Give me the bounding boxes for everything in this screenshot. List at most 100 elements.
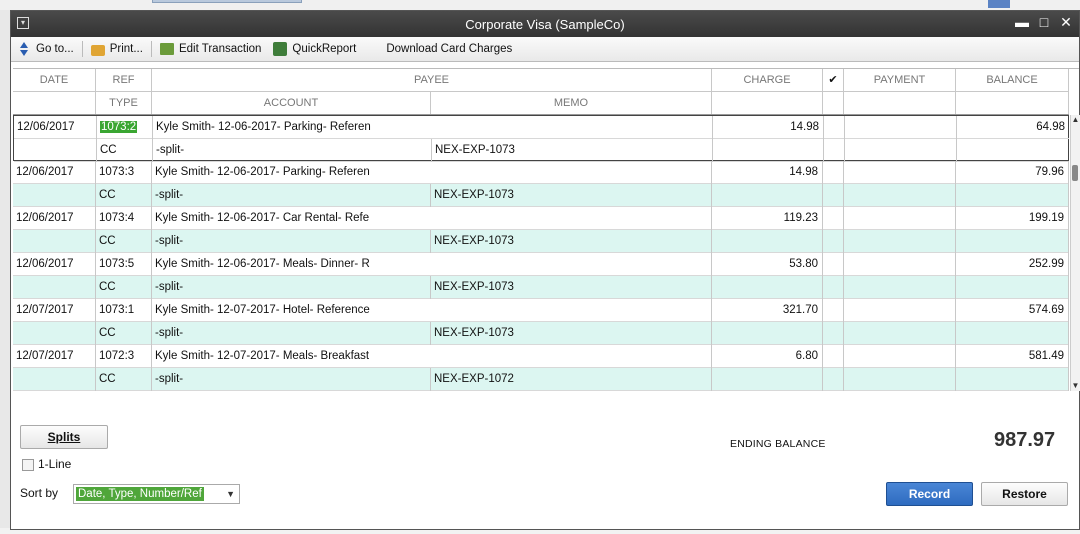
window-menu-icon[interactable]: ▾	[17, 17, 29, 29]
report-icon	[273, 42, 288, 56]
print-button[interactable]: Print...	[85, 38, 149, 60]
account-cell[interactable]: -split-	[152, 322, 431, 345]
scroll-thumb[interactable]	[1072, 165, 1078, 181]
col-date[interactable]: DATE	[13, 69, 96, 91]
transaction-row[interactable]: 12/06/2017 1073:5 Kyle Smith- 12-06-2017…	[13, 253, 1069, 299]
splits-button[interactable]: Splits	[20, 425, 108, 449]
sort-by-select[interactable]: Date, Type, Number/Ref ▼	[73, 484, 240, 504]
record-button[interactable]: Record	[886, 482, 973, 506]
cleared-cell[interactable]	[823, 161, 844, 184]
memo-cell[interactable]: NEX-EXP-1073	[431, 322, 712, 345]
one-line-label[interactable]: 1-Line	[38, 457, 72, 471]
download-card-charges-button[interactable]: Download Card Charges	[380, 38, 518, 60]
col-type[interactable]: TYPE	[96, 92, 152, 114]
window-title: Corporate Visa (SampleCo)	[465, 17, 625, 32]
payment-cell[interactable]	[845, 116, 957, 139]
scroll-down-icon[interactable]: ▼	[1071, 381, 1080, 390]
transaction-row[interactable]: 12/07/2017 1073:1 Kyle Smith- 12-07-2017…	[13, 299, 1069, 345]
col-memo[interactable]: MEMO	[431, 92, 712, 114]
vertical-scrollbar[interactable]: ▲ ▼	[1070, 115, 1080, 391]
payee-cell[interactable]: Kyle Smith- 12-06-2017- Meals- Dinner- R	[152, 253, 712, 276]
charge-cell[interactable]: 321.70	[712, 299, 823, 322]
cleared-cell[interactable]	[823, 253, 844, 276]
ref-cell[interactable]: 1072:3	[96, 345, 152, 368]
charge-cell[interactable]: 14.98	[712, 161, 823, 184]
memo-cell[interactable]: NEX-EXP-1073	[431, 230, 712, 253]
cleared-cell[interactable]	[823, 207, 844, 230]
memo-cell[interactable]: NEX-EXP-1073	[431, 184, 712, 207]
restore-button[interactable]: Restore	[981, 482, 1068, 506]
ref-cell[interactable]: 1073:3	[96, 161, 152, 184]
transaction-row[interactable]: 12/06/2017 1073:2 Kyle Smith- 12-06-2017…	[13, 115, 1069, 162]
col-balance[interactable]: BALANCE	[956, 69, 1069, 91]
maximize-icon[interactable]: □	[1039, 14, 1049, 30]
charge-cell[interactable]: 6.80	[712, 345, 823, 368]
account-cell[interactable]: -split-	[152, 230, 431, 253]
date-cell[interactable]: 12/06/2017	[13, 207, 96, 230]
payee-cell[interactable]: Kyle Smith- 12-06-2017- Parking- Referen	[153, 116, 713, 139]
ref-value[interactable]: 1073:2	[100, 121, 138, 133]
col-cleared-check[interactable]: ✔	[823, 69, 844, 91]
payment-cell[interactable]	[844, 207, 956, 230]
col-account[interactable]: ACCOUNT	[152, 92, 431, 114]
ref-cell[interactable]: 1073:2	[97, 116, 153, 139]
col-payee[interactable]: PAYEE	[152, 69, 712, 91]
blank-cell	[712, 322, 823, 345]
edit-icon	[159, 43, 174, 55]
blank-cell	[956, 368, 1069, 391]
ending-balance-label: ENDING BALANCE	[730, 438, 826, 450]
payment-cell[interactable]	[844, 299, 956, 322]
toolbar-separator	[150, 41, 152, 57]
payee-cell[interactable]: Kyle Smith- 12-07-2017- Meals- Breakfast	[152, 345, 712, 368]
payee-cell[interactable]: Kyle Smith- 12-06-2017- Car Rental- Refe	[152, 207, 712, 230]
account-cell[interactable]: -split-	[152, 368, 431, 391]
col-blank	[844, 92, 956, 114]
cleared-cell[interactable]	[823, 299, 844, 322]
payee-cell[interactable]: Kyle Smith- 12-06-2017- Parking- Referen	[152, 161, 712, 184]
transaction-row[interactable]: 12/07/2017 1072:3 Kyle Smith- 12-07-2017…	[13, 345, 1069, 391]
quickreport-button[interactable]: QuickReport	[267, 38, 362, 60]
close-icon[interactable]: ✕	[1060, 14, 1072, 30]
charge-cell[interactable]: 53.80	[712, 253, 823, 276]
payment-cell[interactable]	[844, 345, 956, 368]
date-cell[interactable]: 12/07/2017	[13, 345, 96, 368]
account-cell[interactable]: -split-	[152, 184, 431, 207]
transaction-row[interactable]: 12/06/2017 1073:3 Kyle Smith- 12-06-2017…	[13, 161, 1069, 207]
edit-transaction-button[interactable]: Edit Transaction	[154, 38, 267, 60]
cleared-cell[interactable]	[823, 345, 844, 368]
date-cell[interactable]: 12/07/2017	[13, 299, 96, 322]
type-cell: CC	[96, 368, 152, 391]
account-cell[interactable]: -split-	[153, 139, 432, 162]
date-cell[interactable]: 12/06/2017	[13, 161, 96, 184]
transaction-row[interactable]: 12/06/2017 1073:4 Kyle Smith- 12-06-2017…	[13, 207, 1069, 253]
account-cell[interactable]: -split-	[152, 276, 431, 299]
goto-label: Go to...	[36, 43, 74, 55]
col-payment[interactable]: PAYMENT	[844, 69, 956, 91]
minimize-icon[interactable]: ▬	[1015, 14, 1029, 30]
payee-cell[interactable]: Kyle Smith- 12-07-2017- Hotel- Reference	[152, 299, 712, 322]
charge-cell[interactable]: 14.98	[713, 116, 824, 139]
goto-button[interactable]: Go to...	[11, 38, 80, 60]
blank-cell	[823, 184, 844, 207]
memo-cell[interactable]: NEX-EXP-1072	[431, 368, 712, 391]
type-cell: CC	[96, 230, 152, 253]
payment-cell[interactable]	[844, 253, 956, 276]
one-line-checkbox[interactable]	[22, 459, 34, 471]
col-ref[interactable]: REF	[96, 69, 152, 91]
blank-cell	[13, 276, 96, 299]
type-cell: CC	[96, 322, 152, 345]
date-cell[interactable]: 12/06/2017	[13, 253, 96, 276]
col-charge[interactable]: CHARGE	[712, 69, 823, 91]
memo-cell[interactable]: NEX-EXP-1073	[432, 139, 713, 162]
ref-cell[interactable]: 1073:5	[96, 253, 152, 276]
date-cell[interactable]: 12/06/2017	[14, 116, 97, 139]
scroll-up-icon[interactable]: ▲	[1071, 115, 1080, 124]
ref-cell[interactable]: 1073:4	[96, 207, 152, 230]
blank-cell	[823, 276, 844, 299]
payment-cell[interactable]	[844, 161, 956, 184]
cleared-cell[interactable]	[824, 116, 845, 139]
blank-cell	[13, 184, 96, 207]
memo-cell[interactable]: NEX-EXP-1073	[431, 276, 712, 299]
charge-cell[interactable]: 119.23	[712, 207, 823, 230]
ref-cell[interactable]: 1073:1	[96, 299, 152, 322]
